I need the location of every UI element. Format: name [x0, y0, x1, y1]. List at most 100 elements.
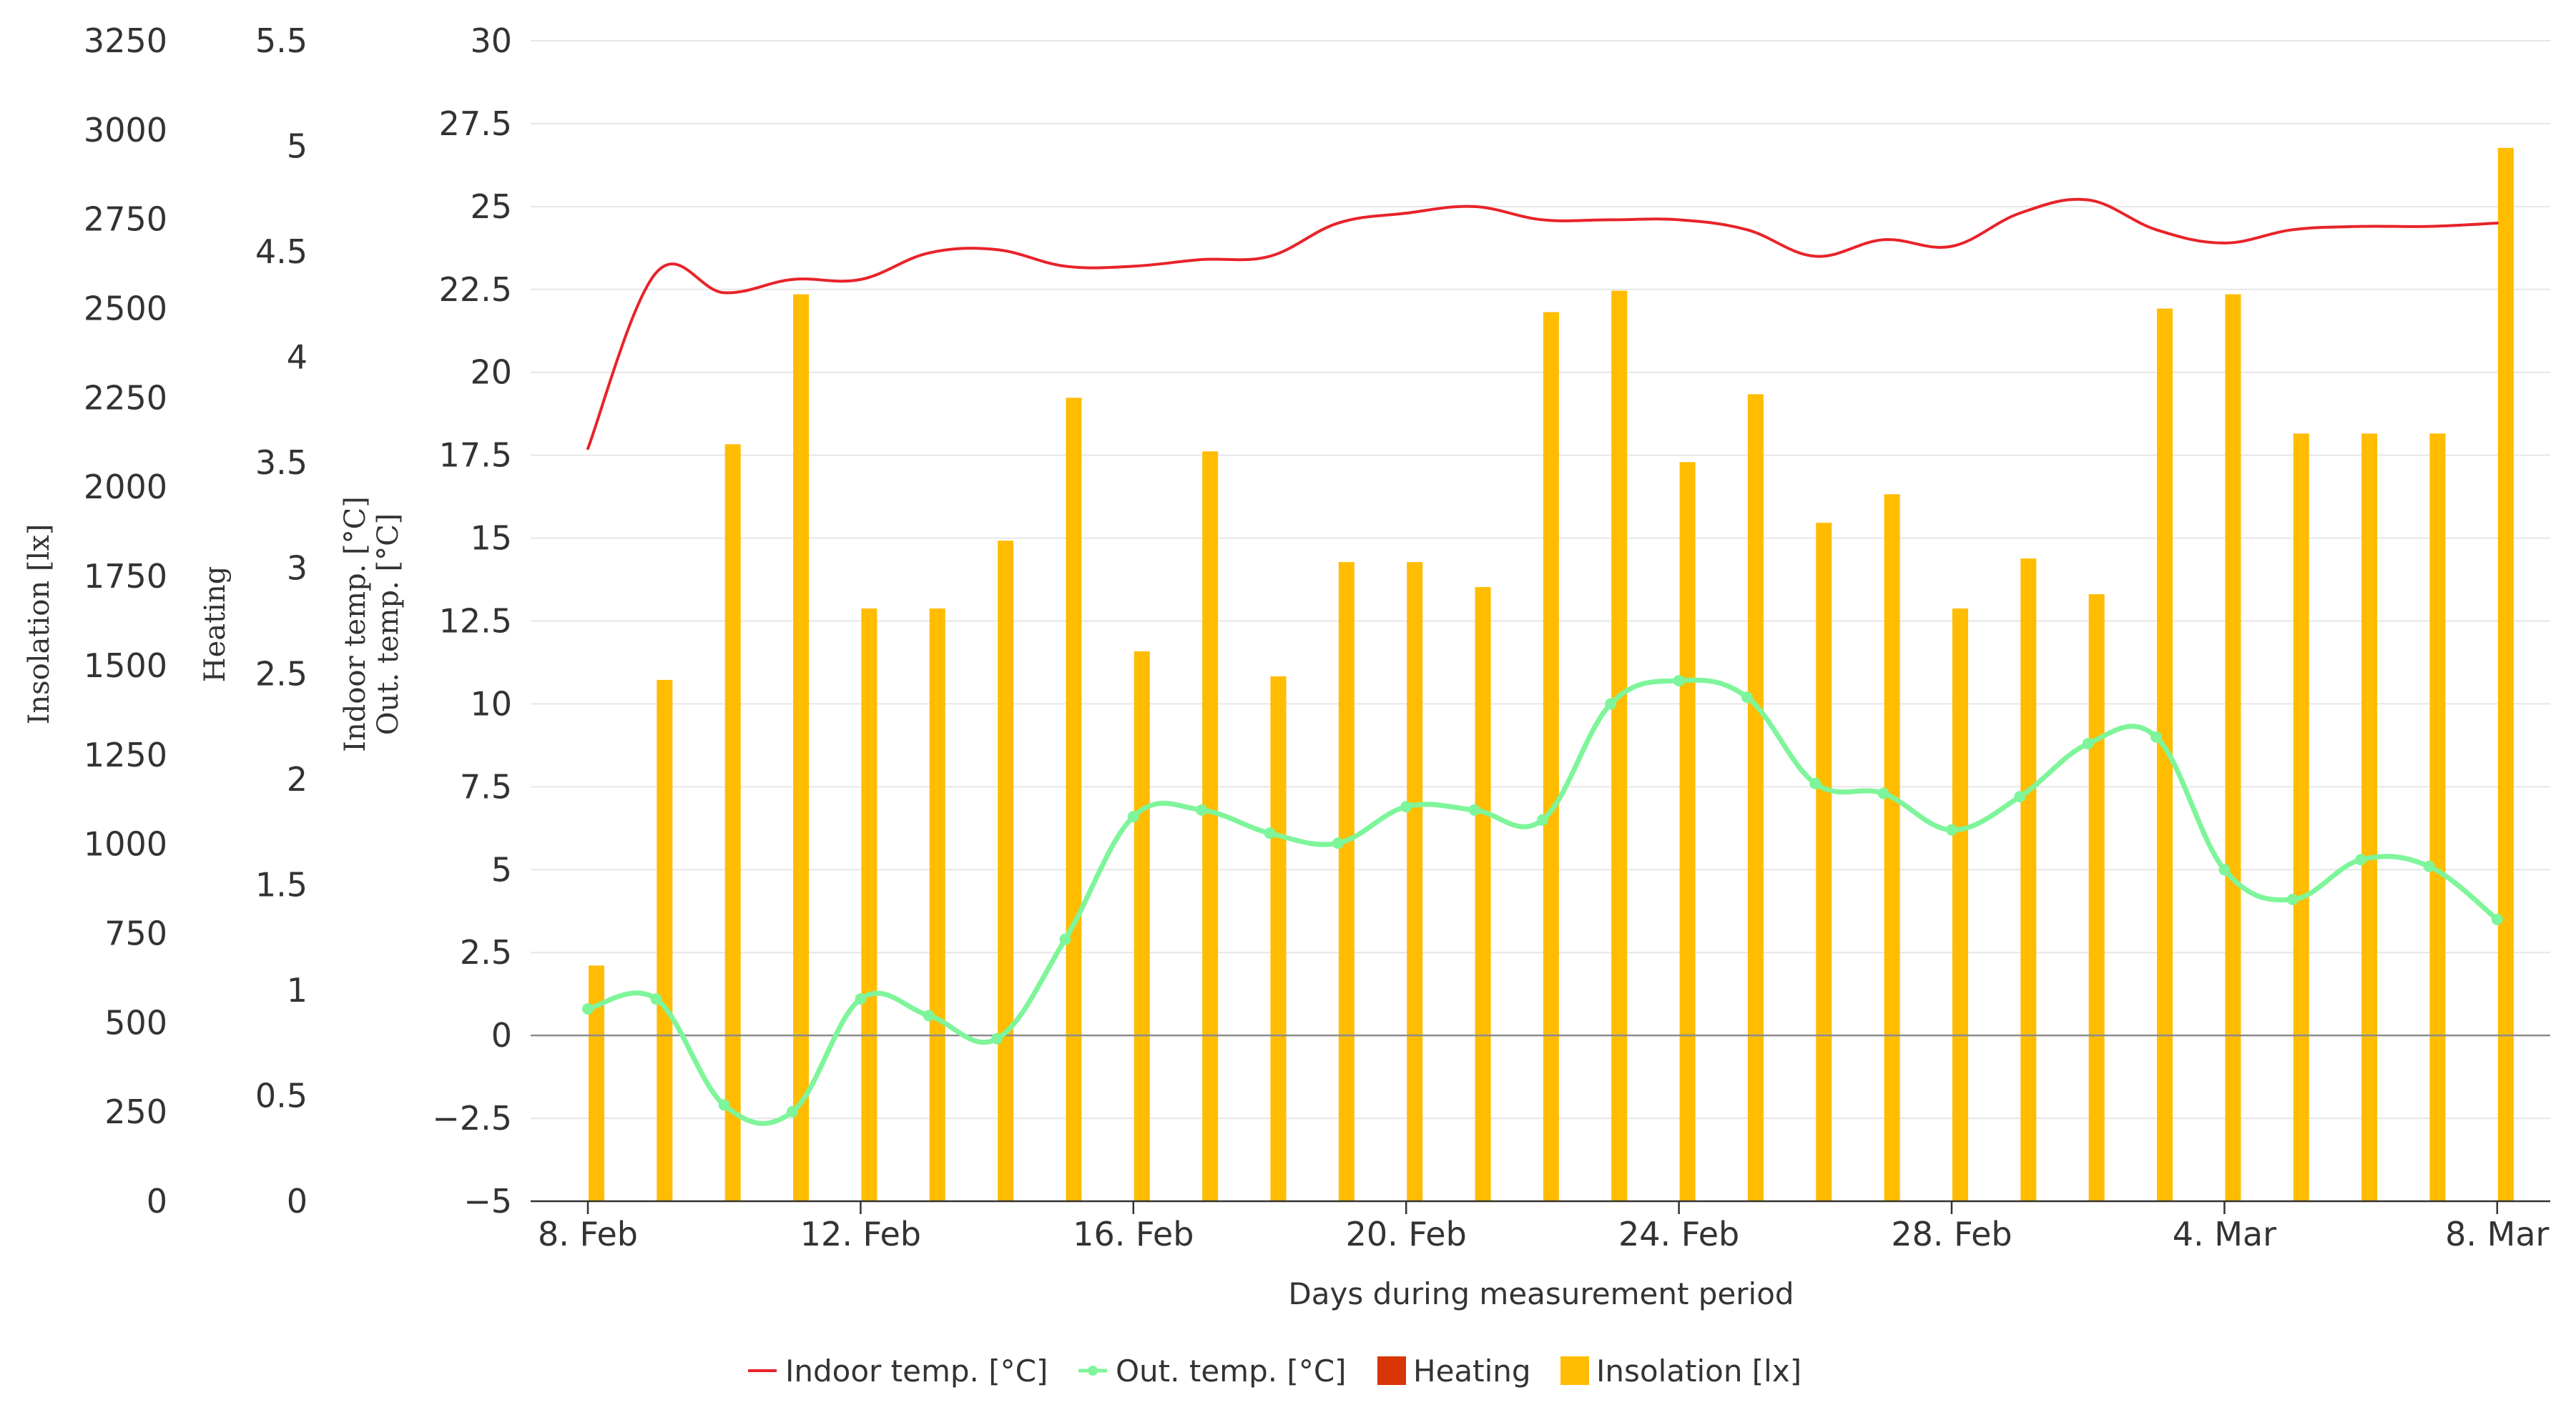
insolation-tick-label: 2250: [84, 378, 167, 417]
outdoor-temp-point[interactable]: [1059, 933, 1071, 945]
outdoor-temp-point[interactable]: [2491, 913, 2503, 925]
outdoor-temp-point[interactable]: [1400, 801, 1412, 813]
insolation-bar[interactable]: [1611, 290, 1628, 1202]
outdoor-temp-point[interactable]: [582, 1003, 594, 1015]
indoor-temp-line[interactable]: [586, 197, 2499, 450]
temperature-tick-label: 5: [491, 850, 512, 889]
outdoor-temp-point[interactable]: [1877, 787, 1889, 799]
heating-tick-label: 4: [287, 338, 308, 377]
outdoor-temp-point[interactable]: [1196, 804, 1208, 816]
insolation-bar[interactable]: [589, 965, 604, 1201]
temperature-lines: [582, 197, 2503, 1126]
legend-insolation-swatch-icon: [1560, 1356, 1589, 1385]
insolation-bar[interactable]: [2225, 294, 2241, 1201]
insolation-bar[interactable]: [657, 679, 673, 1201]
insolation-tick-label: 3000: [84, 111, 167, 149]
insolation-tick-label: 250: [104, 1093, 167, 1131]
legend-item-insolation[interactable]: Insolation [lx]: [1560, 1354, 1801, 1389]
insolation-bar[interactable]: [2361, 433, 2378, 1202]
insolation-bar[interactable]: [2497, 147, 2514, 1201]
outdoor-temp-point[interactable]: [1741, 691, 1753, 704]
insolation-bar[interactable]: [1816, 523, 1832, 1201]
heating-tick-label: 5: [287, 127, 308, 166]
temperature-tick-label: 12.5: [439, 602, 512, 641]
insolation-bar[interactable]: [2088, 594, 2105, 1201]
outdoor-temp-point[interactable]: [2286, 894, 2299, 906]
insolation-tick-label: 500: [104, 1003, 167, 1042]
heating-tick-label: 1.5: [255, 865, 308, 904]
outdoor-temp-point[interactable]: [1264, 827, 1276, 839]
x-tick-label: 12. Feb: [800, 1215, 921, 1253]
heating-tick-label: 0.5: [255, 1076, 308, 1115]
outdoor-temp-point[interactable]: [2355, 854, 2367, 866]
insolation-bar[interactable]: [2293, 433, 2309, 1202]
insolation-bar[interactable]: [793, 294, 810, 1201]
outdoor-temp-point[interactable]: [1468, 804, 1480, 816]
insolation-bar[interactable]: [1952, 608, 1968, 1201]
outdoor-temp-point[interactable]: [923, 1010, 935, 1022]
x-tick-label: 4. Mar: [2173, 1215, 2276, 1253]
indoor-temp-axis-title: Indoor temp. [°C]: [339, 496, 372, 752]
insolation-tick-label: 1500: [84, 646, 167, 685]
x-tick-label: 20. Feb: [1346, 1215, 1467, 1253]
insolation-bar[interactable]: [1407, 562, 1423, 1201]
outdoor-temp-point[interactable]: [1946, 824, 1957, 836]
insolation-bar[interactable]: [724, 444, 741, 1201]
legend-outdoor-marker-icon: [1088, 1366, 1098, 1376]
outdoor-temp-point[interactable]: [2423, 860, 2435, 872]
heating-tick-label: 2.5: [255, 654, 308, 693]
outdoor-temp-point[interactable]: [1673, 674, 1685, 686]
legend-heating-swatch-icon: [1377, 1356, 1406, 1385]
outdoor-temp-point[interactable]: [1605, 698, 1617, 710]
insolation-bar[interactable]: [1747, 394, 1764, 1201]
insolation-bar[interactable]: [2020, 558, 2037, 1201]
heating-axis-title: Heating: [199, 566, 232, 683]
insolation-bar[interactable]: [998, 541, 1014, 1201]
heating-tick-label: 3: [287, 549, 308, 588]
legend: Indoor temp. [°C] Out. temp. [°C] Heatin…: [748, 1354, 1801, 1389]
insolation-bar[interactable]: [861, 608, 877, 1201]
legend-item-indoor-temp[interactable]: Indoor temp. [°C]: [748, 1354, 1048, 1389]
x-axis-title: Days during measurement period: [1288, 1276, 1794, 1311]
outdoor-temp-point[interactable]: [2218, 864, 2231, 876]
insolation-bar[interactable]: [929, 608, 945, 1201]
temperature-tick-label: −2.5: [432, 1099, 512, 1138]
temperature-tick-label: 27.5: [439, 104, 512, 143]
insolation-bar[interactable]: [2429, 433, 2446, 1202]
insolation-bar[interactable]: [1270, 676, 1287, 1201]
temperature-tick-label: 25: [470, 187, 512, 226]
outdoor-temp-point[interactable]: [2150, 731, 2163, 743]
outdoor-temp-point[interactable]: [1809, 777, 1822, 789]
temperature-tick-label: −5: [463, 1182, 512, 1221]
temperature-tick-label: 10: [470, 684, 512, 723]
insolation-bar[interactable]: [1543, 312, 1559, 1201]
insolation-tick-label: 1750: [84, 557, 167, 596]
insolation-bar[interactable]: [1066, 398, 1082, 1201]
insolation-bar[interactable]: [1884, 494, 1900, 1201]
legend-item-outdoor-temp[interactable]: Out. temp. [°C]: [1078, 1354, 1347, 1389]
insolation-bar[interactable]: [1134, 651, 1150, 1201]
insolation-bar[interactable]: [1475, 587, 1491, 1201]
insolation-tick-label: 0: [147, 1182, 167, 1221]
insolation-bar[interactable]: [1679, 462, 1696, 1201]
outdoor-temp-point[interactable]: [855, 993, 867, 1005]
outdoor-temp-point[interactable]: [650, 993, 662, 1005]
insolation-bar[interactable]: [2157, 308, 2173, 1201]
outdoor-temp-point[interactable]: [1127, 811, 1139, 823]
outdoor-temp-point[interactable]: [2082, 738, 2094, 750]
outdoor-temp-point[interactable]: [2014, 791, 2026, 803]
outdoor-temp-point[interactable]: [718, 1099, 730, 1111]
heating-tick-label: 2: [287, 760, 308, 799]
temperature-tick-label: 2.5: [460, 933, 512, 972]
gridlines: [531, 40, 2550, 1202]
insolation-bar[interactable]: [1338, 562, 1355, 1201]
outdoor-temp-point[interactable]: [787, 1105, 799, 1118]
outdoor-temp-point[interactable]: [1332, 837, 1344, 849]
outdoor-temp-point[interactable]: [991, 1032, 1003, 1045]
legend-item-heating[interactable]: Heating: [1377, 1354, 1531, 1389]
x-tick-label: 16. Feb: [1073, 1215, 1194, 1253]
outdoor-temp-point[interactable]: [1536, 814, 1548, 826]
insolation-bar[interactable]: [1202, 451, 1219, 1202]
insolation-tick-label: 750: [104, 914, 167, 952]
